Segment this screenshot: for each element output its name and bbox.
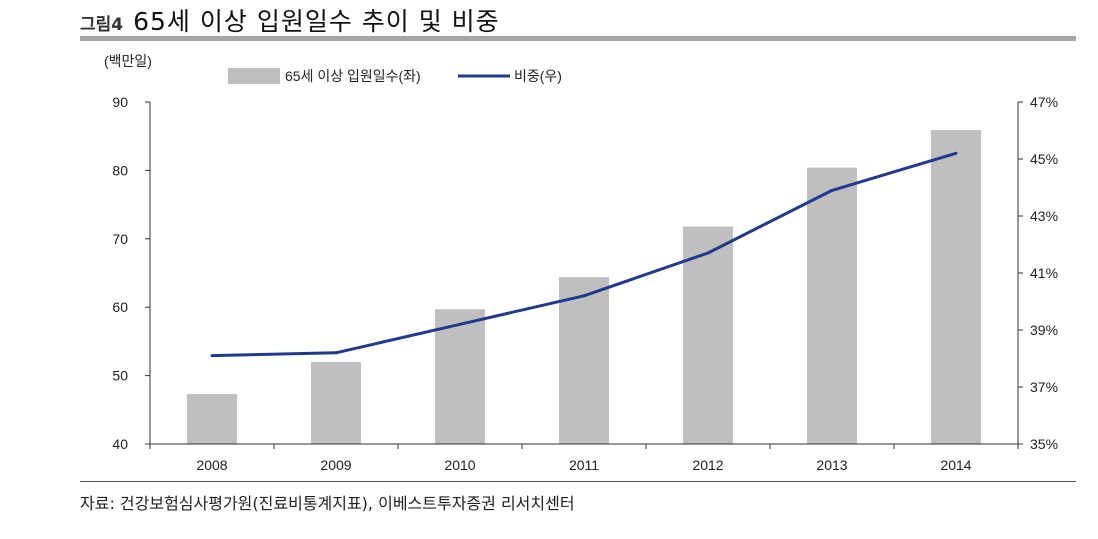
left-tick-label-50: 50 — [112, 368, 128, 384]
x-tick-label-2011: 2011 — [569, 457, 599, 473]
bar-2011 — [559, 277, 609, 444]
legend-bar-swatch — [228, 68, 280, 84]
bar-2013 — [807, 167, 857, 444]
x-tick-label-2014: 2014 — [940, 457, 971, 473]
right-tick-label-6: 35% — [1030, 436, 1058, 452]
share-point-2009 — [334, 351, 338, 355]
x-tick-label-2010: 2010 — [444, 457, 475, 473]
bar-2008 — [187, 394, 237, 444]
footer-rule — [80, 481, 1076, 482]
bar-2009 — [311, 361, 361, 444]
share-point-2011 — [582, 294, 586, 298]
legend-line-label: 비중(우) — [514, 68, 562, 84]
bar-2012 — [683, 226, 733, 444]
bar-2010 — [435, 309, 485, 444]
left-tick-label-90: 90 — [112, 94, 128, 110]
legend: 65세 이상 입원일수(좌) 비중(우) — [228, 68, 562, 84]
figure-title: 65세 이상 입원일수 추이 및 비중 — [133, 7, 500, 36]
share-point-2012 — [706, 251, 710, 255]
bar-2014 — [931, 130, 981, 444]
left-tick-label-40: 40 — [112, 436, 128, 452]
share-point-2010 — [458, 322, 462, 326]
left-tick-label-70: 70 — [112, 231, 128, 247]
x-tick-label-2008: 2008 — [196, 457, 227, 473]
figure-header: 그림4 65세 이상 입원일수 추이 및 비중 — [80, 2, 500, 36]
x-tick-label-2012: 2012 — [692, 457, 723, 473]
source-note: 자료: 건강보험심사평가원(진료비통계지표), 이베스트투자증권 리서치센터 — [80, 494, 575, 513]
left-tick-label-80: 80 — [112, 162, 128, 178]
share-point-2014 — [954, 151, 958, 155]
left-axis-unit-label: (백만일) — [104, 53, 152, 69]
x-tick-label-2013: 2013 — [816, 457, 847, 473]
share-point-2008 — [210, 354, 214, 358]
right-tick-label-3: 41% — [1030, 265, 1058, 281]
x-tick-label-2009: 2009 — [320, 457, 351, 473]
legend-bar-label: 65세 이상 입원일수(좌) — [285, 68, 421, 84]
figure-label: 그림4 — [80, 15, 124, 35]
left-tick-label-60: 60 — [112, 299, 128, 315]
right-tick-label-2: 43% — [1030, 208, 1058, 224]
share-point-2013 — [830, 188, 834, 192]
header-rule — [80, 36, 1076, 41]
right-tick-label-1: 45% — [1030, 151, 1058, 167]
right-tick-label-4: 39% — [1030, 322, 1058, 338]
right-tick-label-5: 37% — [1030, 379, 1058, 395]
right-tick-label-0: 47% — [1030, 94, 1058, 110]
